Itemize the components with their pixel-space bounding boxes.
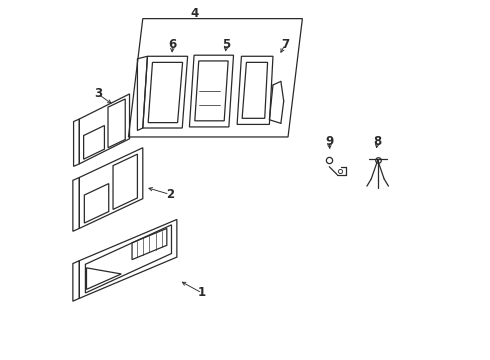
Text: 6: 6 xyxy=(169,38,177,51)
Text: 2: 2 xyxy=(166,188,174,201)
Text: 8: 8 xyxy=(373,135,382,148)
Text: 1: 1 xyxy=(198,287,206,300)
Text: 4: 4 xyxy=(190,7,198,20)
Text: 3: 3 xyxy=(94,87,102,100)
Text: 9: 9 xyxy=(325,135,333,148)
Text: 7: 7 xyxy=(281,38,289,51)
Text: 5: 5 xyxy=(222,38,230,51)
